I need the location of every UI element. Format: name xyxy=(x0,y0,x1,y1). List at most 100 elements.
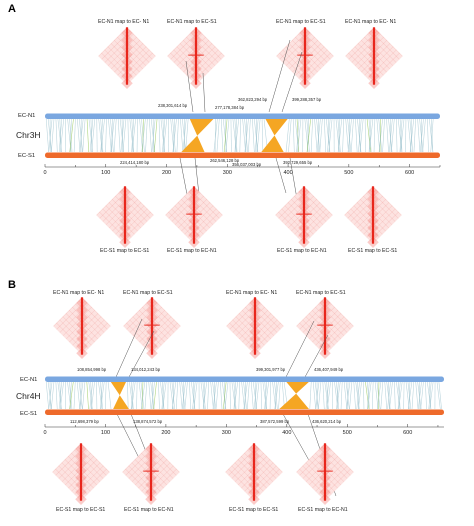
heatmap-body xyxy=(225,443,283,506)
breakpoint-label: 436,407,949 bp xyxy=(314,367,344,372)
top-hic-maps: EC-N1 map to EC- N1 EC-N1 map to EC-S1 E… xyxy=(98,19,403,90)
synteny-line xyxy=(69,381,74,410)
synteny-line xyxy=(436,381,441,410)
x-axis-tick-label: 600 xyxy=(403,430,412,436)
synteny-line xyxy=(367,381,372,410)
synteny-line xyxy=(220,381,223,410)
synteny-line xyxy=(172,118,177,153)
bottom-track-label: EC-S1 xyxy=(18,153,35,159)
heatmap-diagonal xyxy=(125,27,129,85)
synteny-line xyxy=(69,118,74,153)
synteny-line xyxy=(149,118,152,153)
synteny-line xyxy=(153,118,158,153)
synteny-line xyxy=(292,118,295,153)
synteny-line xyxy=(314,118,318,153)
synteny-line xyxy=(413,118,416,153)
synteny-line xyxy=(264,381,268,410)
synteny-line xyxy=(254,118,259,153)
heatmap-body xyxy=(52,443,110,506)
synteny-line xyxy=(73,118,76,153)
synteny-line xyxy=(353,381,356,410)
synteny-line xyxy=(181,381,186,410)
heatmap-grid xyxy=(167,27,225,90)
synteny-line xyxy=(189,381,192,410)
synteny-line xyxy=(386,118,389,153)
synteny-line xyxy=(407,381,413,410)
connector-line xyxy=(115,318,143,378)
synteny-line xyxy=(89,381,93,410)
heatmap-inversion-signal xyxy=(297,54,313,56)
synteny-line xyxy=(350,118,354,153)
breakpoint-label: 362,823,294 bp xyxy=(238,97,268,102)
synteny-line xyxy=(419,118,424,153)
synteny-line xyxy=(425,381,427,410)
map-title: EC-N1 map to EC-S1 xyxy=(296,290,346,296)
synteny-line xyxy=(358,118,362,153)
heatmap-inversion-signal xyxy=(143,470,159,472)
chromosome-label: Chr3H xyxy=(16,130,41,140)
synteny-line xyxy=(345,118,349,153)
connector-line xyxy=(304,334,329,378)
synteny-line xyxy=(207,381,209,410)
heatmap-diagonal xyxy=(79,443,83,501)
hic-map: EC-N1 map to EC-S1 xyxy=(276,19,334,90)
synteny-line xyxy=(309,381,312,410)
synteny-line xyxy=(420,381,424,410)
synteny-line xyxy=(248,118,251,153)
top-chromosome-track xyxy=(45,376,444,382)
synteny-line xyxy=(176,118,179,153)
heatmap-grid xyxy=(226,297,284,360)
synteny-line xyxy=(110,118,115,153)
synteny-line xyxy=(245,118,247,153)
synteny-line xyxy=(312,381,316,410)
hic-map: EC-S1 map to EC-N1 xyxy=(275,186,333,254)
synteny-line xyxy=(144,381,148,410)
top-hic-maps: EC-N1 map to EC- N1 EC-N1 map to EC-S1 E… xyxy=(53,290,354,360)
map-title: EC-N1 map to EC- N1 xyxy=(226,290,277,296)
x-axis-tick-label: 0 xyxy=(43,430,46,436)
synteny-line xyxy=(104,381,107,410)
synteny-line xyxy=(389,118,393,153)
inversion-ribbon xyxy=(261,119,288,152)
heatmap-diagonal xyxy=(253,297,257,355)
synteny-line xyxy=(325,381,329,410)
synteny-line xyxy=(285,118,290,153)
x-axis-tick-label: 500 xyxy=(344,170,353,176)
synteny-line xyxy=(127,381,129,410)
synteny-line xyxy=(430,118,434,153)
synteny-line xyxy=(131,118,136,153)
synteny-line xyxy=(148,381,152,410)
synteny-line xyxy=(182,118,187,153)
x-axis-tick-label: 100 xyxy=(101,430,110,436)
synteny-line xyxy=(254,118,259,153)
breakpoint-label: 262,546,128 bp xyxy=(210,158,240,163)
map-title: EC-S1 map to EC-N1 xyxy=(298,507,348,513)
synteny-line xyxy=(141,381,146,410)
hic-map: EC-S1 map to EC-N1 xyxy=(122,443,180,513)
synteny-line xyxy=(324,118,327,153)
synteny-line xyxy=(216,118,220,153)
heatmap-grid xyxy=(345,27,403,90)
synteny-line xyxy=(86,381,89,410)
synteny-line xyxy=(60,118,64,153)
hic-map: EC-S1 map to EC-S1 xyxy=(225,443,283,513)
hic-map: EC-S1 map to EC-N1 xyxy=(165,186,223,254)
synteny-line xyxy=(223,118,228,153)
breakpoint-label: 436,620,214 bp xyxy=(312,419,342,424)
hic-map: EC-N1 map to EC-S1 xyxy=(123,290,181,360)
synteny-line xyxy=(347,118,352,153)
synteny-line xyxy=(410,118,413,153)
panel-a: A EC-N1 map to EC- N1 EC-N1 map to EC-S1… xyxy=(8,3,441,254)
synteny-line xyxy=(387,381,391,410)
synteny-line xyxy=(82,118,86,153)
x-axis-tick-label: 100 xyxy=(101,170,110,176)
breakpoint-label: 108,854,998 bp xyxy=(77,367,107,372)
synteny-line xyxy=(417,381,422,410)
synteny-line xyxy=(269,381,271,410)
breakpoint-label: 224,414,180 bp xyxy=(120,160,150,165)
x-axis-tick-label: 500 xyxy=(343,430,352,436)
heatmap-diagonal xyxy=(302,186,306,244)
heatmap-diagonal xyxy=(80,297,84,355)
map-title: EC-S1 map to EC-S1 xyxy=(229,507,278,513)
heatmap-grid xyxy=(296,443,354,506)
